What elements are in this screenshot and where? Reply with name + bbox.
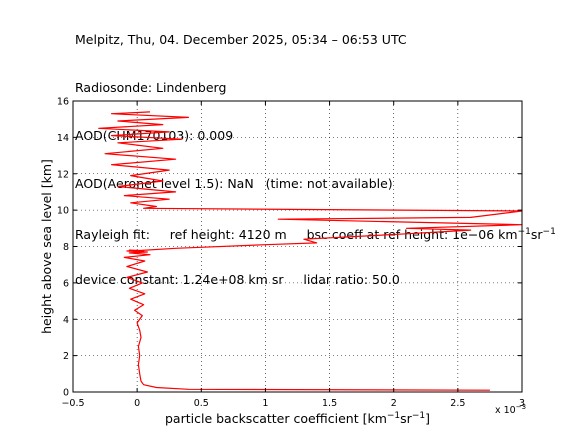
y-tick-label: 0 — [63, 388, 69, 399]
aeronet-time: (time: not available) — [265, 176, 393, 191]
x-axis-exponent: x 10−3 — [495, 403, 526, 416]
x-tick-label: 2.5 — [450, 398, 465, 409]
y-tick-label: 4 — [63, 315, 69, 326]
y-tick-label: 14 — [57, 133, 69, 144]
title-line-4: AOD(Aeronet level 1.5): NaN (time: not a… — [75, 176, 556, 192]
backscatter-profile-line — [98, 111, 523, 391]
x-tick-label: 1 — [262, 398, 268, 409]
x-tick-label: 1.5 — [322, 398, 337, 409]
y-tick-label: 6 — [63, 278, 69, 289]
title-line-6: device constant: 1.24e+08 km sr lidar ra… — [75, 272, 556, 288]
x-tick-label: 3 — [519, 398, 525, 409]
x-axis-label: particle backscatter coefficient [km−1sr… — [165, 411, 430, 426]
y-tick-label: 10 — [57, 206, 69, 217]
y-tick-label: 8 — [63, 242, 69, 253]
grid-lines — [73, 101, 522, 392]
title-line-5: Rayleigh fit: ref height: 4120 m bsc coe… — [75, 224, 556, 243]
bsc-coeff: bsc coeff at ref height: 1e−06 km−1sr−1 — [306, 227, 556, 243]
x-tick-label: 2 — [391, 398, 397, 409]
y-tick-label: 12 — [57, 169, 69, 180]
data-layer — [98, 111, 523, 391]
y-tick-label: 2 — [63, 351, 69, 362]
x-tick-label: 0.5 — [194, 398, 209, 409]
ref-height: ref height: 4120 m — [169, 227, 287, 243]
lidar-ratio: lidar ratio: 50.0 — [303, 272, 400, 287]
y-tick-label: 16 — [57, 97, 69, 108]
y-axis-label: height above sea level [km] — [39, 159, 54, 334]
rayleigh-fit-label: Rayleigh fit: — [75, 227, 150, 243]
aeronet-aod: AOD(Aeronet level 1.5): NaN — [75, 176, 254, 191]
chart-header: Melpitz, Thu, 04. December 2025, 05:34 –… — [75, 0, 556, 304]
title-line-2: Radiosonde: Lindenberg — [75, 80, 227, 95]
title-line-1: Melpitz, Thu, 04. December 2025, 05:34 –… — [75, 32, 407, 47]
x-tick-label: 0 — [134, 398, 140, 409]
x-tick-label: −0.5 — [61, 398, 84, 409]
